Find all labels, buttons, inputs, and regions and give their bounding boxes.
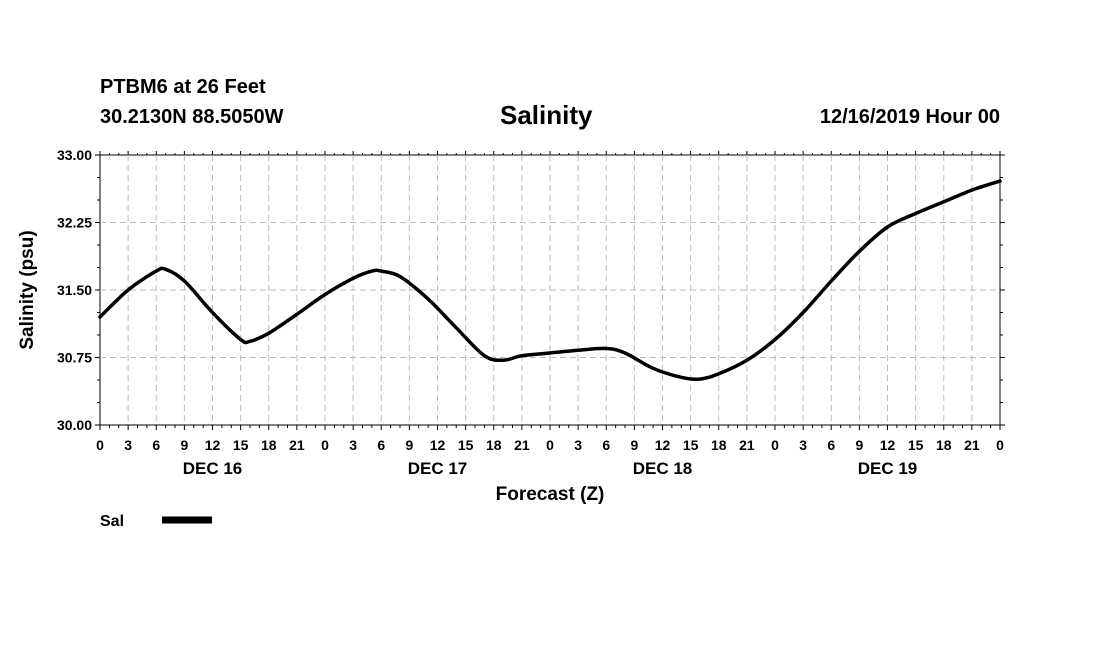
day-label: DEC 16 bbox=[183, 459, 243, 478]
x-tick-label: 21 bbox=[514, 437, 530, 453]
x-tick-label: 0 bbox=[96, 437, 104, 453]
x-tick-label: 9 bbox=[405, 437, 413, 453]
x-tick-label: 3 bbox=[124, 437, 132, 453]
x-tick-label: 18 bbox=[936, 437, 952, 453]
day-label: DEC 18 bbox=[633, 459, 693, 478]
x-tick-label: 18 bbox=[711, 437, 727, 453]
x-tick-label: 9 bbox=[630, 437, 638, 453]
x-tick-label: 21 bbox=[739, 437, 755, 453]
x-tick-label: 0 bbox=[321, 437, 329, 453]
y-tick-label: 30.75 bbox=[57, 350, 92, 366]
x-tick-label: 0 bbox=[771, 437, 779, 453]
x-tick-label: 15 bbox=[458, 437, 474, 453]
x-tick-label: 21 bbox=[289, 437, 305, 453]
x-tick-label: 6 bbox=[377, 437, 385, 453]
legend-label: Sal bbox=[100, 513, 124, 530]
x-tick-label: 15 bbox=[233, 437, 249, 453]
x-tick-label: 15 bbox=[908, 437, 924, 453]
x-tick-label: 18 bbox=[261, 437, 277, 453]
x-tick-label: 6 bbox=[827, 437, 835, 453]
day-label: DEC 17 bbox=[408, 459, 468, 478]
y-tick-label: 30.00 bbox=[57, 417, 92, 433]
station-label: PTBM6 at 26 Feet bbox=[100, 76, 266, 98]
x-axis-title: Forecast (Z) bbox=[496, 484, 605, 505]
x-tick-label: 21 bbox=[964, 437, 980, 453]
x-tick-label: 3 bbox=[574, 437, 582, 453]
x-tick-label: 18 bbox=[486, 437, 502, 453]
x-tick-label: 6 bbox=[602, 437, 610, 453]
x-tick-label: 0 bbox=[996, 437, 1004, 453]
y-axis-title: Salinity (psu) bbox=[17, 230, 38, 349]
y-tick-label: 33.00 bbox=[57, 147, 92, 163]
x-tick-label: 12 bbox=[880, 437, 896, 453]
x-tick-label: 6 bbox=[152, 437, 160, 453]
x-tick-label: 0 bbox=[546, 437, 554, 453]
x-tick-label: 9 bbox=[855, 437, 863, 453]
station-coordinates: 30.2130N 88.5050W bbox=[100, 106, 284, 128]
series-line-sal bbox=[98, 179, 1002, 382]
x-tick-label: 3 bbox=[799, 437, 807, 453]
chart-title: Salinity bbox=[500, 100, 593, 130]
x-tick-label: 12 bbox=[655, 437, 671, 453]
x-tick-label: 15 bbox=[683, 437, 699, 453]
x-tick-label: 9 bbox=[180, 437, 188, 453]
y-tick-label: 32.25 bbox=[57, 215, 92, 231]
x-tick-label: 3 bbox=[349, 437, 357, 453]
x-tick-label: 12 bbox=[430, 437, 446, 453]
day-label: DEC 19 bbox=[858, 459, 918, 478]
y-tick-label: 31.50 bbox=[57, 282, 92, 298]
forecast-issue-time: 12/16/2019 Hour 00 bbox=[819, 106, 1000, 128]
x-tick-label: 12 bbox=[205, 437, 221, 453]
